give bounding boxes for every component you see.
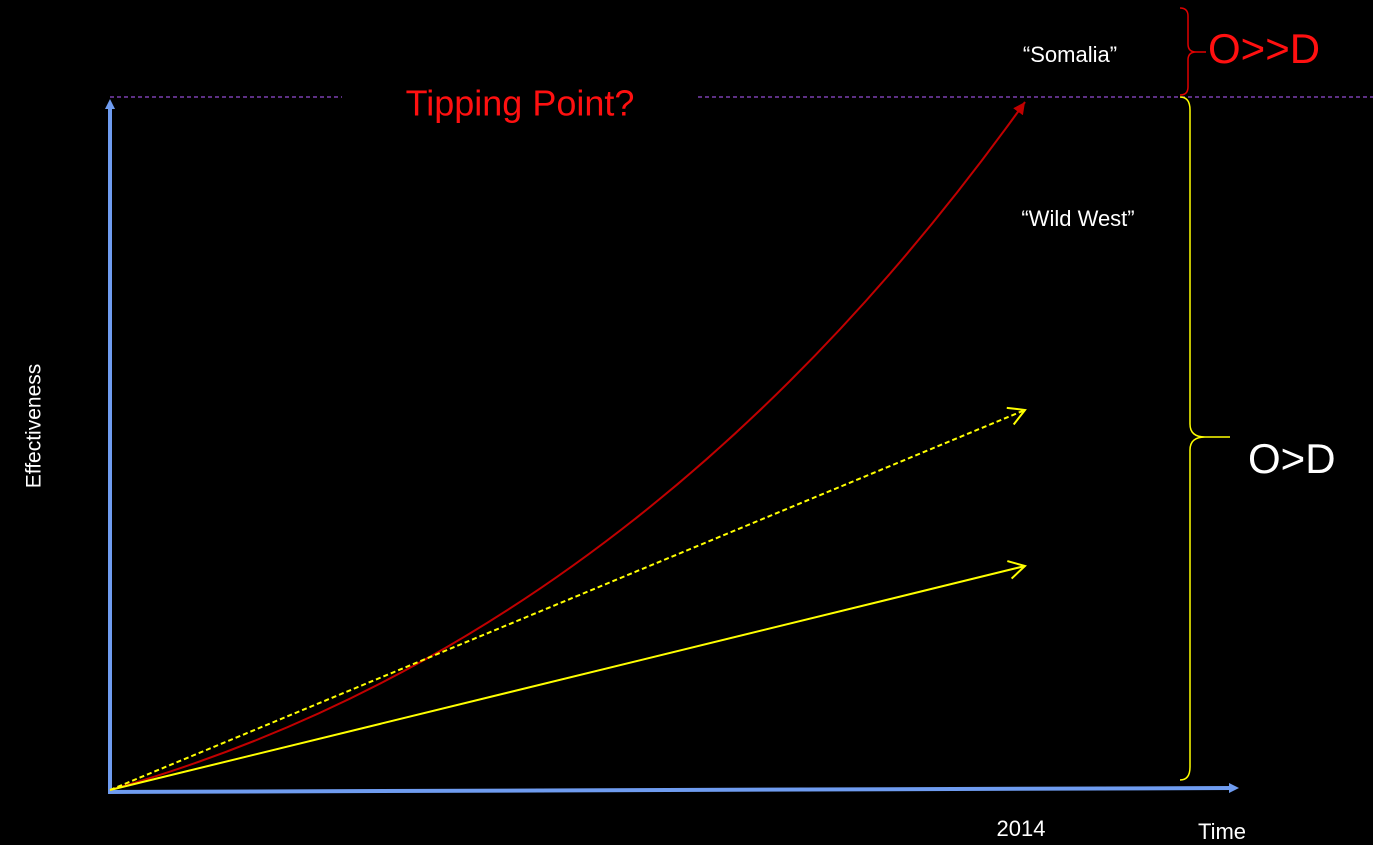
o-greater-d-label: O>D — [1248, 435, 1336, 482]
year-label: 2014 — [997, 816, 1046, 841]
somalia-label: “Somalia” — [1023, 42, 1117, 67]
red-curve — [109, 101, 1026, 791]
yellow-line — [109, 566, 1025, 791]
yellow-dashed-line — [109, 410, 1025, 791]
red-brace — [1179, 7, 1206, 96]
y-axis-label: Effectiveness — [23, 364, 46, 489]
yellow-brace — [1179, 96, 1230, 781]
x-axis-label: Time — [1198, 819, 1246, 844]
wild-west-label: “Wild West” — [1021, 206, 1134, 231]
tipping-point-label: Tipping Point? — [406, 83, 635, 124]
x-axis — [107, 783, 1239, 794]
o-much-greater-d-label: O>>D — [1208, 25, 1320, 72]
